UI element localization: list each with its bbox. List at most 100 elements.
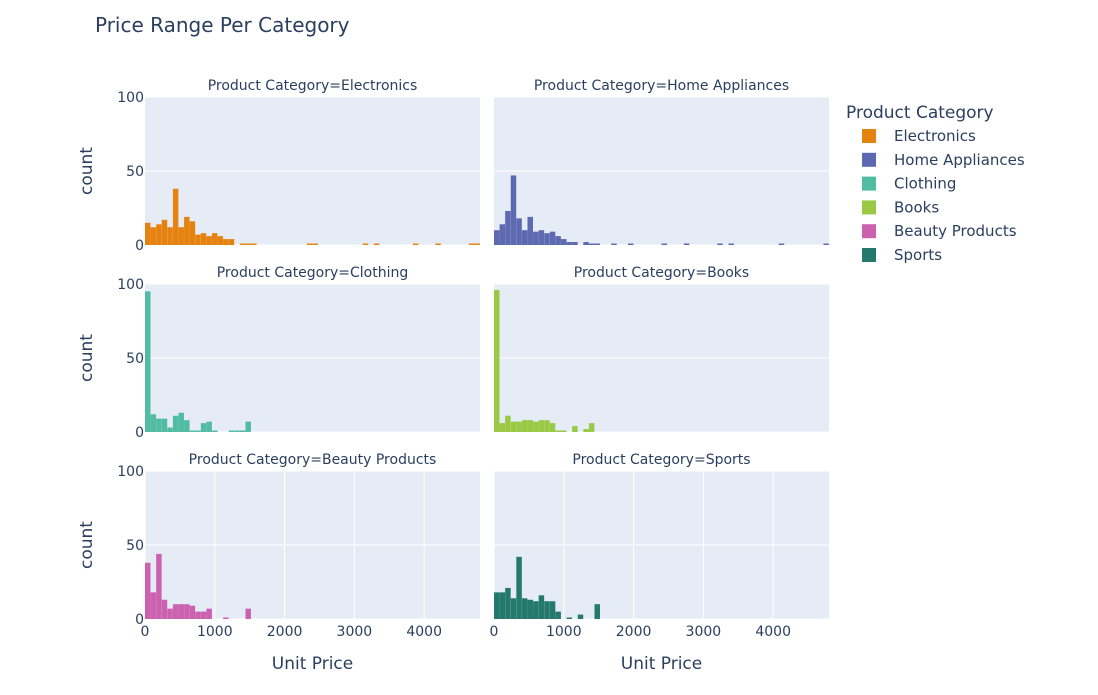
histogram-bar bbox=[778, 243, 785, 245]
histogram-bar bbox=[533, 601, 539, 619]
histogram-bar bbox=[555, 611, 561, 619]
x-tick-label: 2000 bbox=[616, 624, 652, 640]
histogram-bar bbox=[161, 599, 168, 619]
histogram-bar bbox=[505, 587, 511, 619]
legend-swatch bbox=[862, 248, 876, 262]
x-tick-label: 0 bbox=[490, 624, 499, 640]
facet-title: Product Category=Clothing bbox=[217, 265, 409, 281]
histogram-bar bbox=[195, 611, 201, 619]
histogram-bar bbox=[145, 291, 151, 432]
histogram-bar bbox=[228, 239, 235, 245]
x-tick-label: 0 bbox=[141, 624, 150, 640]
histogram-bar bbox=[167, 608, 173, 619]
facet-title: Product Category=Beauty Products bbox=[189, 452, 437, 468]
histogram-bar bbox=[566, 242, 573, 245]
facet-panel-electronics: Product Category=Electronics 0 50 100 count bbox=[77, 78, 480, 254]
histogram-bar bbox=[184, 604, 190, 619]
legend-item-books: Books bbox=[862, 198, 939, 216]
histogram-bar bbox=[527, 420, 533, 432]
histogram-bar bbox=[245, 243, 251, 245]
histogram-bar bbox=[499, 423, 506, 432]
chart-title: Price Range Per Category bbox=[95, 13, 350, 37]
histogram-bar bbox=[189, 605, 196, 619]
histogram-bar bbox=[200, 233, 207, 245]
histogram-bar bbox=[362, 243, 369, 245]
histogram-bar bbox=[561, 430, 567, 432]
histogram-bar bbox=[583, 242, 589, 245]
y-tick-label: 50 bbox=[126, 351, 144, 367]
histogram-bar bbox=[150, 414, 157, 432]
histogram-bar bbox=[145, 222, 151, 245]
histogram-bar bbox=[172, 415, 179, 432]
histogram-bar bbox=[728, 243, 734, 245]
histogram-bar bbox=[499, 224, 506, 245]
histogram-bar bbox=[189, 430, 196, 432]
histogram-bar bbox=[521, 598, 528, 619]
histogram-bar bbox=[538, 595, 545, 619]
histogram-bar bbox=[572, 426, 578, 432]
histogram-bar bbox=[549, 601, 556, 619]
histogram-bar bbox=[594, 243, 600, 245]
histogram-bar bbox=[474, 243, 480, 245]
histogram-bar bbox=[178, 227, 184, 245]
legend-item-electronics: Electronics bbox=[862, 127, 976, 145]
histogram-bar bbox=[516, 421, 522, 432]
legend-swatch bbox=[862, 129, 876, 143]
y-axis-title: count bbox=[77, 334, 97, 382]
legend-label: Home Appliances bbox=[894, 151, 1025, 169]
histogram-bar bbox=[200, 611, 207, 619]
histogram-bar bbox=[468, 243, 475, 245]
histogram-bar bbox=[549, 231, 556, 245]
legend-label: Electronics bbox=[894, 127, 976, 145]
histogram-bar bbox=[167, 227, 173, 245]
histogram-bar bbox=[521, 420, 528, 432]
y-tick-label: 0 bbox=[135, 238, 144, 254]
histogram-bar bbox=[544, 420, 550, 432]
facet-title: Product Category=Books bbox=[574, 265, 749, 281]
histogram-bar bbox=[150, 592, 157, 619]
legend-swatch bbox=[862, 152, 876, 167]
histogram-bar bbox=[373, 243, 380, 245]
x-tick-label: 4000 bbox=[755, 624, 791, 640]
histogram-bar bbox=[239, 430, 246, 432]
histogram-bar bbox=[161, 219, 168, 245]
histogram-bar bbox=[583, 429, 589, 432]
histogram-bar bbox=[245, 608, 251, 619]
legend-swatch bbox=[862, 224, 876, 239]
histogram-bar bbox=[234, 430, 240, 432]
x-tick-label: 4000 bbox=[406, 624, 442, 640]
histogram-bar bbox=[156, 418, 162, 432]
y-tick-label: 100 bbox=[117, 90, 144, 106]
histogram-bar bbox=[312, 243, 318, 245]
histogram-bar bbox=[538, 420, 545, 432]
histogram-bar bbox=[223, 617, 229, 619]
histogram-bar bbox=[184, 420, 190, 432]
histogram-bar bbox=[683, 243, 690, 245]
y-axis-title: count bbox=[77, 521, 97, 569]
histogram-bar bbox=[544, 601, 550, 619]
legend-label: Books bbox=[894, 198, 939, 216]
histogram-bar bbox=[717, 243, 723, 245]
legend-item-home-appliances: Home Appliances bbox=[862, 151, 1025, 169]
legend-label: Clothing bbox=[894, 175, 956, 193]
histogram-bar bbox=[628, 243, 634, 245]
histogram-bar bbox=[505, 210, 511, 245]
histogram-bar bbox=[156, 553, 162, 619]
histogram-bar bbox=[510, 421, 517, 432]
histogram-bar bbox=[245, 421, 251, 432]
facet-title: Product Category=Sports bbox=[572, 452, 750, 468]
histogram-bar bbox=[172, 188, 179, 245]
histogram-bar bbox=[150, 227, 157, 245]
histogram-bar bbox=[206, 421, 212, 432]
histogram-bar bbox=[566, 617, 573, 619]
histogram-bar bbox=[505, 415, 511, 432]
histogram-bar bbox=[494, 230, 500, 245]
legend-item-sports: Sports bbox=[862, 246, 942, 264]
histogram-bar bbox=[499, 592, 506, 619]
histogram-bar bbox=[306, 243, 313, 245]
facet-panel-clothing: Product Category=Clothing 0 50 100 count bbox=[77, 265, 480, 441]
y-tick-label: 50 bbox=[126, 164, 144, 180]
histogram-bar bbox=[494, 592, 500, 619]
